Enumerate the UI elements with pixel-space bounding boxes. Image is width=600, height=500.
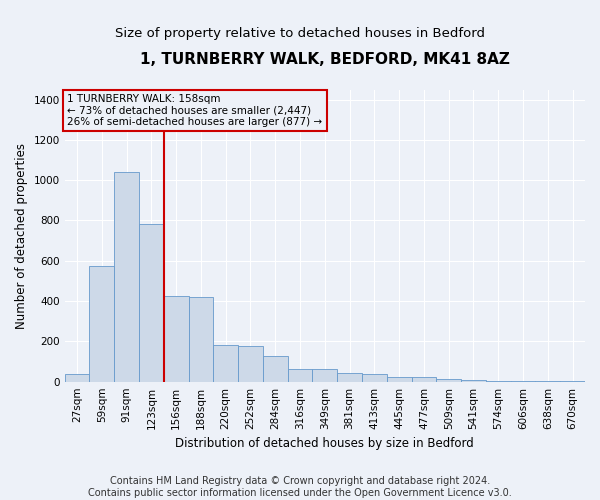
Bar — [436, 379, 461, 382]
Text: Contains HM Land Registry data © Crown copyright and database right 2024.
Contai: Contains HM Land Registry data © Crown c… — [88, 476, 512, 498]
Bar — [188, 297, 214, 382]
Bar — [89, 266, 114, 382]
Bar — [238, 346, 263, 382]
Bar — [511, 381, 535, 382]
Bar — [412, 377, 436, 382]
Bar — [114, 172, 139, 382]
Bar — [362, 374, 387, 382]
Bar — [139, 224, 164, 382]
Bar — [263, 356, 287, 382]
Bar — [461, 380, 486, 382]
Bar — [337, 372, 362, 382]
Bar — [287, 368, 313, 382]
Bar — [486, 381, 511, 382]
Text: 1 TURNBERRY WALK: 158sqm
← 73% of detached houses are smaller (2,447)
26% of sem: 1 TURNBERRY WALK: 158sqm ← 73% of detach… — [67, 94, 322, 127]
Bar — [65, 374, 89, 382]
Y-axis label: Number of detached properties: Number of detached properties — [15, 142, 28, 328]
Text: Size of property relative to detached houses in Bedford: Size of property relative to detached ho… — [115, 28, 485, 40]
Bar — [387, 376, 412, 382]
Bar — [214, 346, 238, 382]
Bar — [164, 296, 188, 382]
Bar — [313, 368, 337, 382]
X-axis label: Distribution of detached houses by size in Bedford: Distribution of detached houses by size … — [175, 437, 474, 450]
Title: 1, TURNBERRY WALK, BEDFORD, MK41 8AZ: 1, TURNBERRY WALK, BEDFORD, MK41 8AZ — [140, 52, 510, 68]
